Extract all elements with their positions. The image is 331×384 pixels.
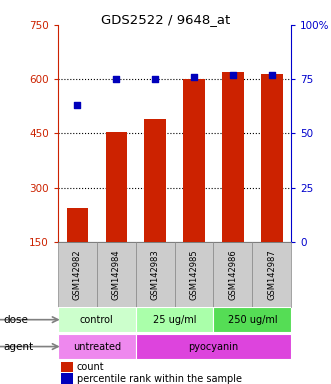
Bar: [213, 307, 291, 332]
Text: dose: dose: [3, 314, 28, 325]
Text: GSM142984: GSM142984: [112, 249, 121, 300]
Bar: [58, 307, 136, 332]
Bar: [136, 334, 291, 359]
Bar: [222, 72, 244, 242]
Text: 25 ug/ml: 25 ug/ml: [153, 314, 196, 325]
Point: [269, 72, 274, 78]
Bar: [97, 242, 136, 307]
Bar: [183, 79, 205, 242]
Point: [153, 76, 158, 82]
Text: control: control: [80, 314, 114, 325]
Bar: [67, 208, 88, 242]
Text: GDS2522 / 9648_at: GDS2522 / 9648_at: [101, 13, 230, 26]
Text: pyocyanin: pyocyanin: [188, 341, 239, 352]
Bar: [58, 242, 97, 307]
Bar: [136, 307, 213, 332]
Point: [191, 74, 197, 80]
Text: agent: agent: [3, 341, 33, 352]
Point: [75, 102, 80, 108]
Text: GSM142982: GSM142982: [73, 249, 82, 300]
Text: 250 ug/ml: 250 ug/ml: [228, 314, 277, 325]
Bar: [175, 242, 213, 307]
Text: untreated: untreated: [73, 341, 121, 352]
Point: [114, 76, 119, 82]
Text: GSM142987: GSM142987: [267, 249, 276, 300]
Bar: [58, 334, 136, 359]
Bar: [106, 132, 127, 242]
Bar: [213, 242, 252, 307]
Bar: [261, 74, 283, 242]
Bar: [252, 242, 291, 307]
Text: GSM142985: GSM142985: [190, 249, 199, 300]
Bar: [136, 242, 174, 307]
Text: GSM142983: GSM142983: [151, 249, 160, 300]
Bar: [144, 119, 166, 242]
Text: count: count: [77, 362, 104, 372]
Point: [230, 72, 236, 78]
Text: GSM142986: GSM142986: [228, 249, 237, 300]
Text: percentile rank within the sample: percentile rank within the sample: [77, 374, 242, 384]
